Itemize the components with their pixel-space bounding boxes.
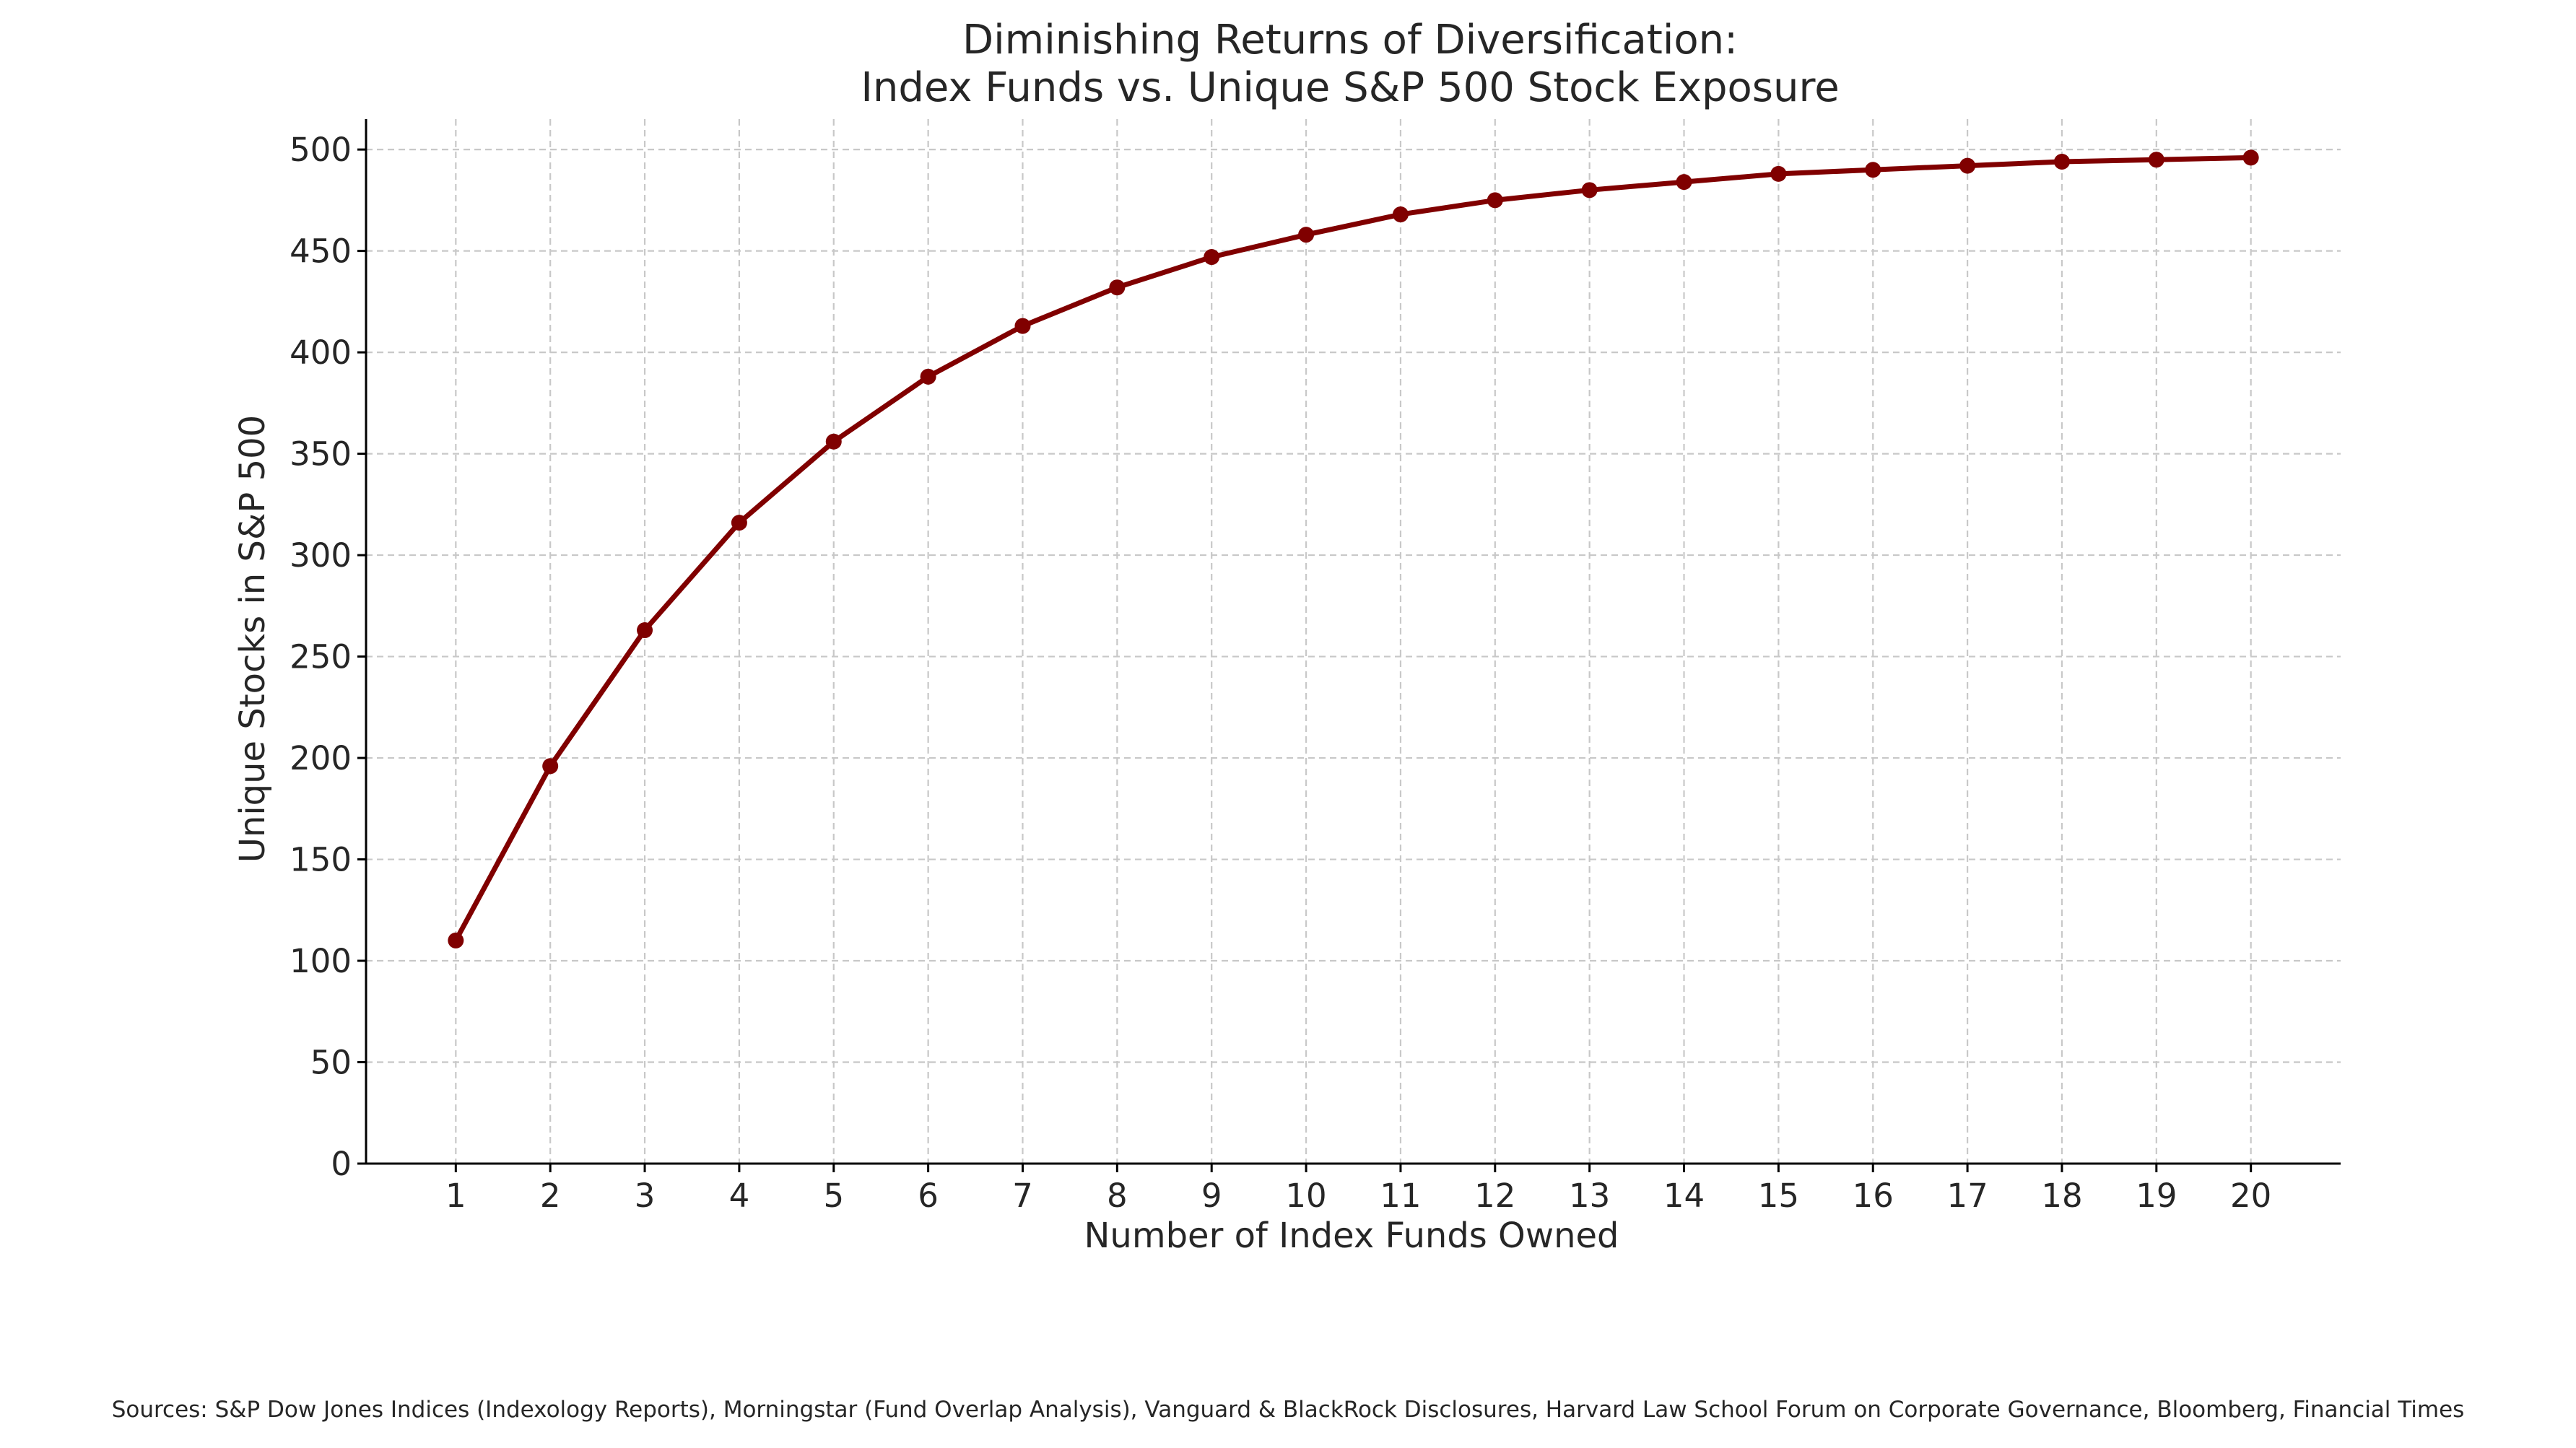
y-tick-label: 450 bbox=[290, 232, 352, 271]
data-point bbox=[1865, 162, 1881, 178]
x-tick-label: 10 bbox=[1285, 1177, 1326, 1215]
grid bbox=[366, 119, 2341, 1165]
x-tick-label: 7 bbox=[1012, 1177, 1033, 1215]
data-series bbox=[448, 149, 2259, 948]
data-point bbox=[2242, 149, 2259, 166]
y-tick-label: 150 bbox=[290, 841, 352, 879]
data-point bbox=[1581, 182, 1598, 199]
data-point bbox=[825, 433, 842, 450]
data-point bbox=[1959, 157, 1976, 174]
data-point bbox=[1676, 174, 1692, 191]
data-point bbox=[448, 932, 464, 948]
x-tick-label: 18 bbox=[2041, 1177, 2082, 1215]
y-tick-label: 500 bbox=[290, 131, 352, 169]
x-tick-label: 6 bbox=[918, 1177, 939, 1215]
x-tick-label: 2 bbox=[540, 1177, 561, 1215]
x-tick-label: 1 bbox=[445, 1177, 466, 1215]
x-tick-label: 9 bbox=[1201, 1177, 1222, 1215]
data-point bbox=[542, 758, 559, 775]
data-point bbox=[1392, 206, 1409, 223]
y-tick-label: 200 bbox=[290, 739, 352, 777]
x-tick-label: 20 bbox=[2230, 1177, 2271, 1215]
x-tick-label: 17 bbox=[1946, 1177, 1988, 1215]
x-axis-label: Number of Index Funds Owned bbox=[1084, 1216, 1619, 1256]
data-point bbox=[731, 515, 747, 531]
axes bbox=[365, 119, 2341, 1165]
y-tick-label: 350 bbox=[290, 435, 352, 474]
x-tick-label: 13 bbox=[1569, 1177, 1610, 1215]
y-tick-label: 100 bbox=[290, 942, 352, 980]
x-tick-label: 15 bbox=[1758, 1177, 1799, 1215]
x-tick-label: 12 bbox=[1474, 1177, 1515, 1215]
data-point bbox=[1487, 192, 1503, 209]
data-point bbox=[1109, 279, 1126, 296]
data-point bbox=[2148, 152, 2164, 168]
x-tick-label: 3 bbox=[635, 1177, 656, 1215]
data-point bbox=[2053, 154, 2070, 170]
data-point bbox=[1204, 249, 1220, 266]
x-tick-label: 19 bbox=[2136, 1177, 2177, 1215]
y-tick-label: 250 bbox=[290, 638, 352, 676]
sources-note: Sources: S&P Dow Jones Indices (Indexolo… bbox=[112, 1397, 2465, 1423]
x-tick-label: 11 bbox=[1380, 1177, 1421, 1215]
x-tick-label: 14 bbox=[1663, 1177, 1705, 1215]
y-tick-label: 50 bbox=[310, 1044, 352, 1082]
x-tick-label: 4 bbox=[729, 1177, 750, 1215]
data-point bbox=[920, 368, 936, 385]
chart-title-line-2: Index Funds vs. Unique S&P 500 Stock Exp… bbox=[861, 64, 1839, 111]
ticks: 1 2 3 4 5 6 7 8 9 10 11 12 13 14 15 16 17 18 19 20050100150… bbox=[290, 131, 2271, 1215]
y-axis-label: Unique Stocks in S&P 500 bbox=[232, 415, 273, 863]
data-point bbox=[637, 622, 653, 639]
data-point bbox=[1770, 165, 1787, 182]
data-point bbox=[1014, 318, 1031, 334]
x-tick-label: 16 bbox=[1853, 1177, 1894, 1215]
y-tick-label: 0 bbox=[331, 1145, 352, 1183]
x-tick-label: 8 bbox=[1107, 1177, 1128, 1215]
data-point bbox=[1298, 227, 1315, 243]
y-tick-label: 300 bbox=[290, 536, 352, 575]
y-tick-label: 400 bbox=[290, 333, 352, 372]
chart-title-line-1: Diminishing Returns of Diversification: bbox=[962, 17, 1738, 64]
series-line bbox=[453, 154, 2254, 943]
x-tick-label: 5 bbox=[823, 1177, 844, 1215]
